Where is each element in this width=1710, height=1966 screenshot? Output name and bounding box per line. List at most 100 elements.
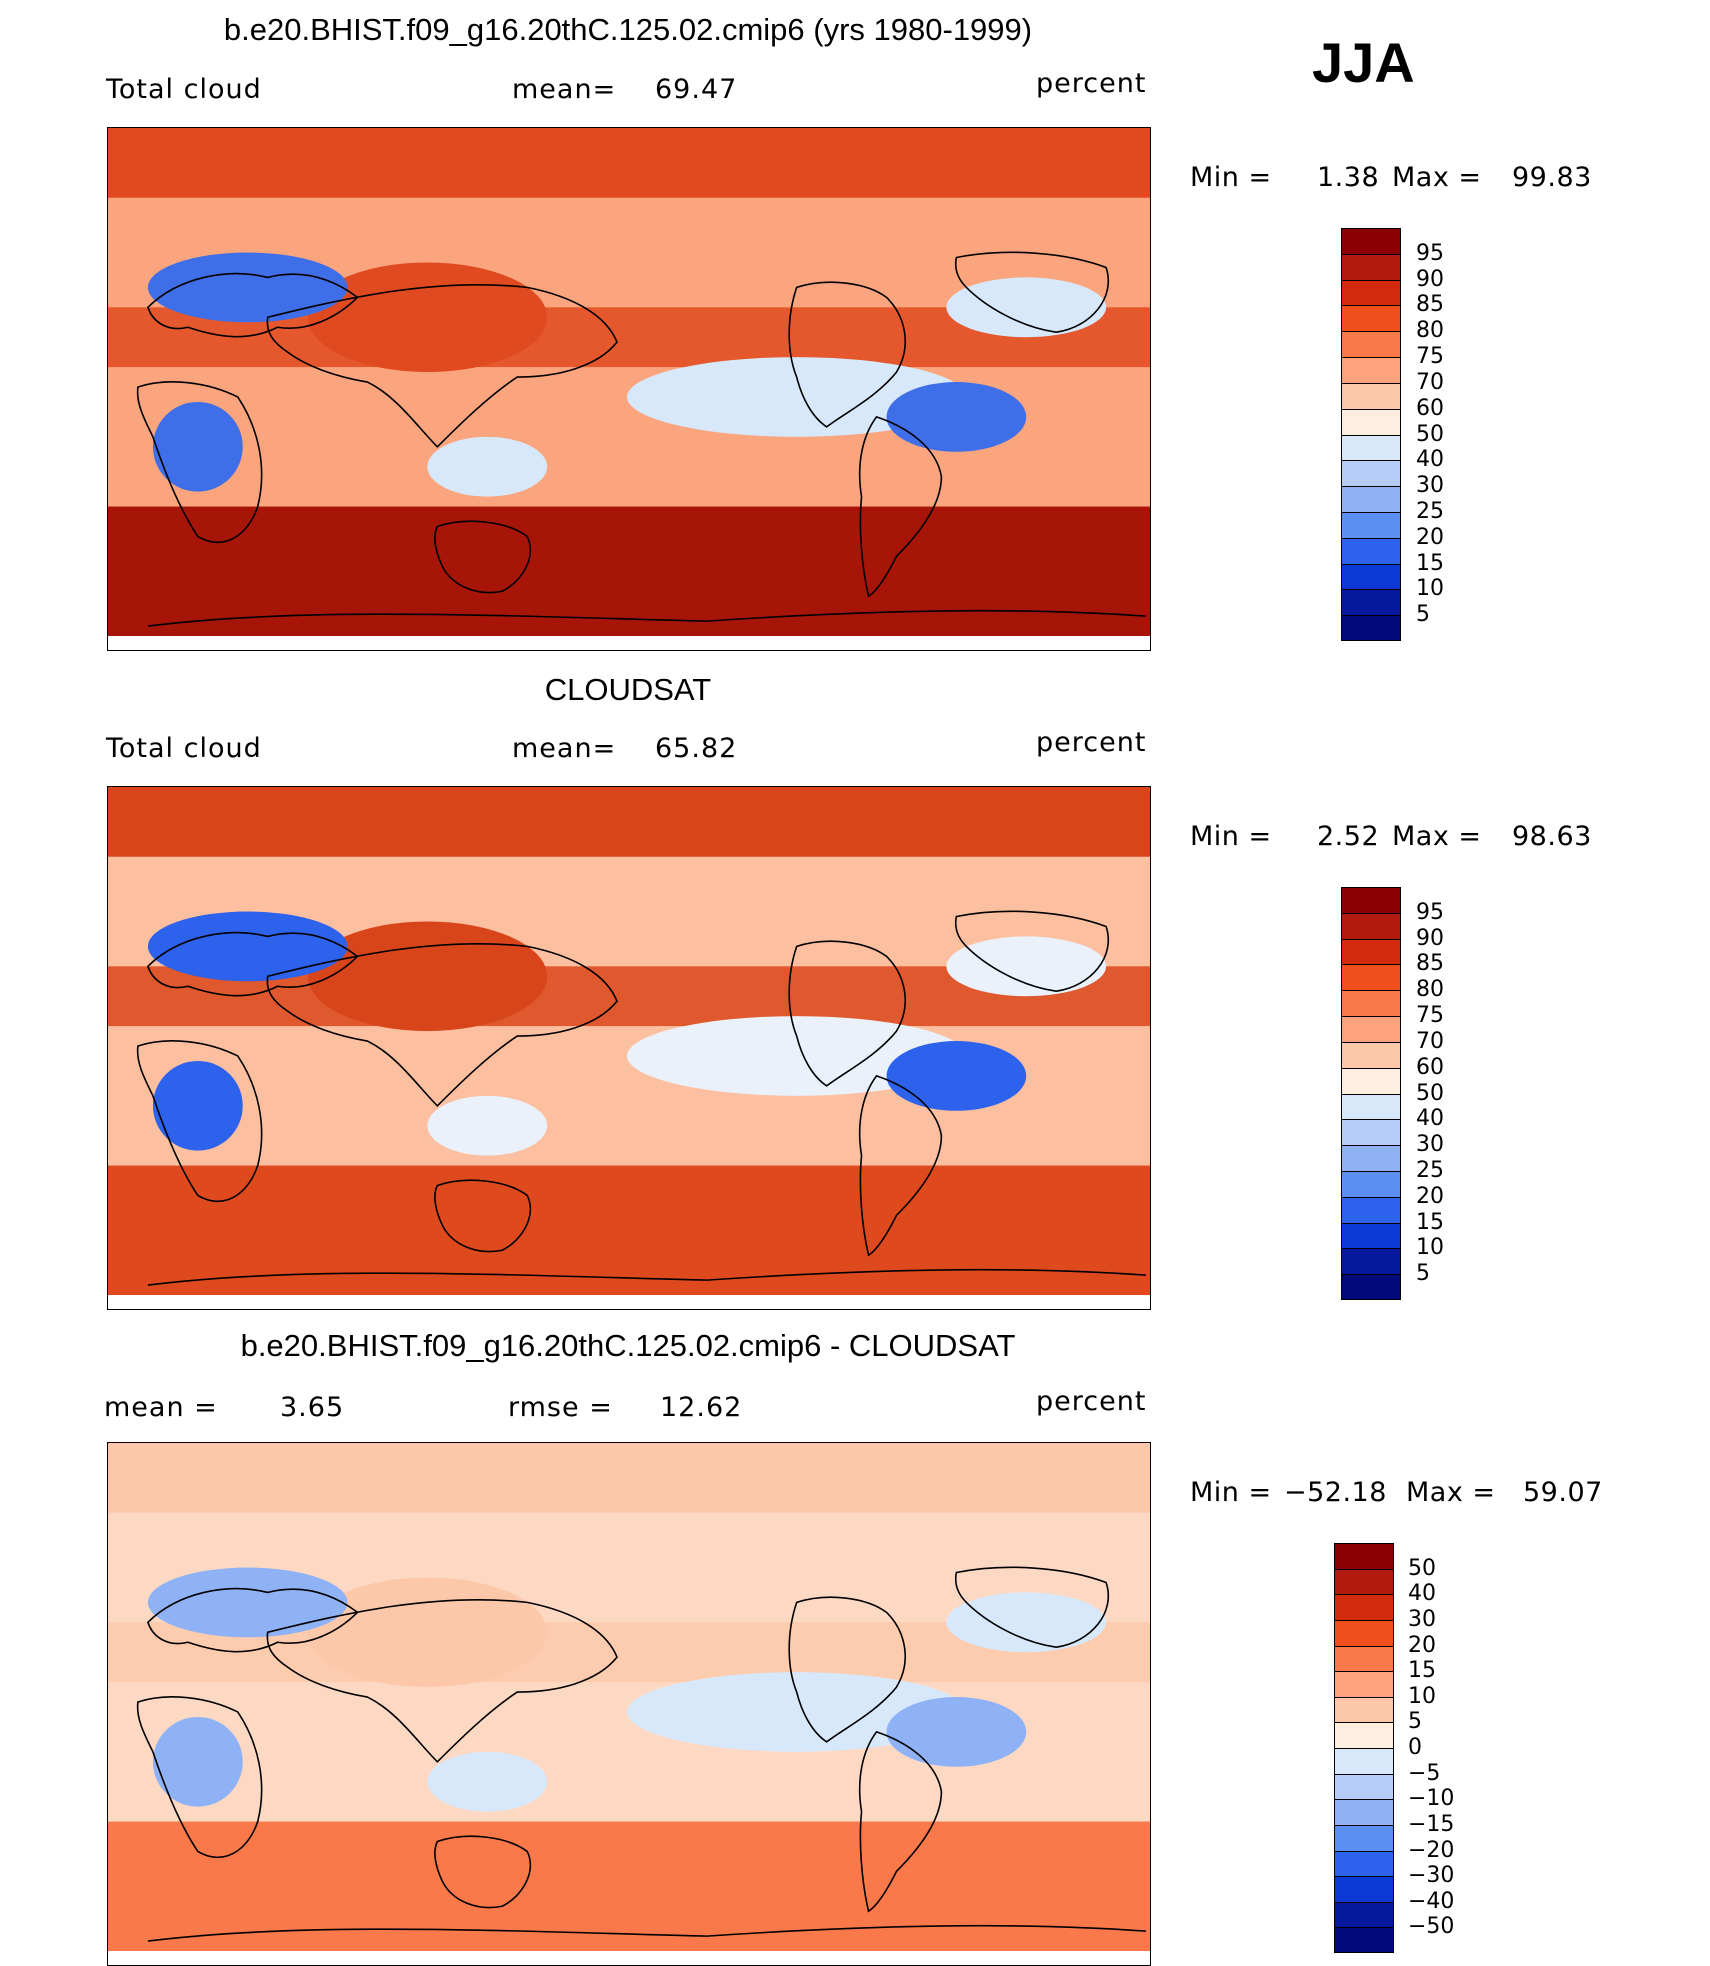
colorbar-label: 5 [1408, 1709, 1422, 1735]
panel2-max-value: 98.63 [1512, 821, 1592, 852]
panel2-min-label: Min = [1190, 821, 1272, 852]
colorbar-label: 30 [1416, 473, 1444, 499]
panel2-max-label: Max = [1392, 821, 1482, 852]
colorbar-swatch [1342, 1171, 1400, 1198]
colorbar-swatch [1335, 1620, 1393, 1647]
season-label: JJA [1312, 31, 1415, 94]
colorbar-label: 25 [1416, 1157, 1444, 1183]
colorbar-swatch [1342, 1042, 1400, 1069]
colorbar-label: 90 [1416, 266, 1444, 292]
panel3-min-label: Min = [1190, 1477, 1272, 1508]
colorbar-swatch [1335, 1697, 1393, 1724]
colorbar-swatch [1335, 1851, 1393, 1878]
panel3-map [107, 1442, 1151, 1966]
colorbar-label: 15 [1416, 550, 1444, 576]
colorbar-swatch [1342, 1249, 1400, 1276]
colorbar-label: 80 [1416, 318, 1444, 344]
colorbar-swatch [1342, 409, 1400, 436]
colorbar-label: 15 [1408, 1658, 1436, 1684]
panel2-colorbar [1341, 887, 1401, 1300]
panel2-map [107, 786, 1151, 1310]
colorbar-label: 40 [1416, 1106, 1444, 1132]
panel2-units: percent [1036, 727, 1147, 758]
colorbar-label: 50 [1416, 1080, 1444, 1106]
colorbar-swatch [1342, 538, 1400, 565]
colorbar-swatch [1342, 332, 1400, 359]
colorbar-swatch [1342, 512, 1400, 539]
panel1-title: b.e20.BHIST.f09_g16.20thC.125.02.cmip6 (… [223, 12, 1033, 47]
colorbar-label: 85 [1416, 951, 1444, 977]
panel1-max-value: 99.83 [1512, 162, 1592, 193]
colorbar-label: −50 [1408, 1914, 1455, 1940]
colorbar-swatch [1342, 1275, 1400, 1299]
colorbar-label: 60 [1416, 395, 1444, 421]
colorbar-swatch [1342, 254, 1400, 281]
colorbar-label: 20 [1416, 1183, 1444, 1209]
colorbar-label: 75 [1416, 1003, 1444, 1029]
colorbar-swatch [1335, 1569, 1393, 1596]
colorbar-swatch [1342, 1017, 1400, 1043]
panel3-mean-label: mean = [104, 1392, 218, 1423]
map-field [108, 787, 1150, 1309]
panel1-max-label: Max = [1392, 162, 1482, 193]
colorbar-label: 0 [1408, 1735, 1422, 1760]
colorbar-swatch [1342, 939, 1400, 966]
colorbar-swatch [1342, 461, 1400, 488]
colorbar-label: −5 [1408, 1760, 1441, 1786]
colorbar-label: 10 [1408, 1683, 1436, 1709]
panel3-units: percent [1036, 1386, 1147, 1417]
panel2-title: CLOUDSAT [544, 672, 712, 707]
colorbar-swatch [1335, 1646, 1393, 1673]
colorbar-swatch [1335, 1749, 1393, 1775]
panel1-variable-label: Total cloud [106, 74, 262, 105]
map-field [108, 1443, 1150, 1965]
colorbar-swatch [1342, 616, 1400, 640]
colorbar-swatch [1335, 1672, 1393, 1698]
colorbar-label: −20 [1408, 1837, 1455, 1863]
colorbar-label: 20 [1416, 524, 1444, 550]
colorbar-label: 70 [1416, 1028, 1444, 1054]
colorbar-label: −40 [1408, 1888, 1455, 1914]
colorbar-label: 25 [1416, 498, 1444, 524]
colorbar-label: 95 [1416, 899, 1444, 925]
colorbar-label: 10 [1416, 1235, 1444, 1261]
map-field [108, 128, 1150, 650]
colorbar-label: −15 [1408, 1811, 1455, 1837]
panel2-mean-label: mean= [512, 733, 617, 764]
colorbar-swatch [1342, 383, 1400, 410]
panel1-min-label: Min = [1190, 162, 1272, 193]
colorbar-swatch [1342, 991, 1400, 1018]
colorbar-swatch [1342, 888, 1400, 914]
colorbar-label: 40 [1408, 1581, 1436, 1607]
colorbar-label: −10 [1408, 1786, 1455, 1812]
colorbar-label: 70 [1416, 369, 1444, 395]
colorbar-label: 5 [1416, 602, 1430, 628]
colorbar-swatch [1342, 1146, 1400, 1172]
colorbar-swatch [1335, 1723, 1393, 1749]
colorbar-label: 40 [1416, 447, 1444, 473]
colorbar-label: 15 [1416, 1209, 1444, 1235]
panel1-min-value: 1.38 [1317, 162, 1380, 193]
colorbar-swatch [1342, 358, 1400, 384]
colorbar-swatch [1342, 590, 1400, 617]
panel1-colorbar [1341, 228, 1401, 641]
colorbar-swatch [1342, 435, 1400, 462]
colorbar-swatch [1335, 1825, 1393, 1852]
panel3-max-label: Max = [1406, 1477, 1496, 1508]
colorbar-label: 75 [1416, 344, 1444, 370]
colorbar-label: 30 [1408, 1606, 1436, 1632]
panel1-units: percent [1036, 68, 1147, 99]
colorbar-label: 80 [1416, 977, 1444, 1003]
panel3-title: b.e20.BHIST.f09_g16.20thC.125.02.cmip6 -… [240, 1328, 1016, 1363]
colorbar-label: 50 [1416, 421, 1444, 447]
panel3-colorbar [1334, 1543, 1394, 1953]
colorbar-swatch [1342, 564, 1400, 591]
panel2-variable-label: Total cloud [106, 733, 262, 764]
panel1-map [107, 127, 1151, 651]
colorbar-label: 5 [1416, 1261, 1430, 1287]
colorbar-label: 60 [1416, 1054, 1444, 1080]
colorbar-swatch [1335, 1774, 1393, 1801]
panel3-max-value: 59.07 [1523, 1477, 1603, 1508]
colorbar-swatch [1342, 1094, 1400, 1121]
colorbar-swatch [1342, 1120, 1400, 1147]
